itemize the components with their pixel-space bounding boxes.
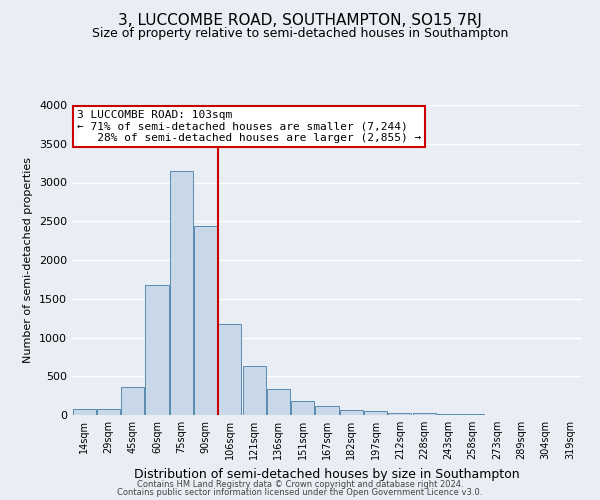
Bar (73, 409, 95, 415)
Bar (170, 171, 193, 415)
Bar (316, 406, 338, 415)
Bar (121, 387, 144, 415)
Bar (194, 226, 217, 415)
Bar (267, 390, 290, 415)
X-axis label: Distribution of semi-detached houses by size in Southampton: Distribution of semi-detached houses by … (134, 468, 520, 480)
Bar (340, 410, 363, 415)
Bar (413, 414, 436, 415)
Bar (145, 285, 169, 415)
Bar (364, 411, 387, 415)
Bar (388, 412, 412, 415)
Bar (291, 400, 314, 415)
Text: 3, LUCCOMBE ROAD, SOUTHAMPTON, SO15 7RJ: 3, LUCCOMBE ROAD, SOUTHAMPTON, SO15 7RJ (118, 12, 482, 28)
Bar (97, 409, 120, 415)
Text: Contains HM Land Registry data © Crown copyright and database right 2024.: Contains HM Land Registry data © Crown c… (137, 480, 463, 489)
Bar (218, 324, 241, 415)
Bar (437, 414, 460, 415)
Bar (242, 366, 266, 415)
Text: Size of property relative to semi-detached houses in Southampton: Size of property relative to semi-detach… (92, 28, 508, 40)
Text: 3 LUCCOMBE ROAD: 103sqm
← 71% of semi-detached houses are smaller (7,244)
   28%: 3 LUCCOMBE ROAD: 103sqm ← 71% of semi-de… (77, 110, 421, 143)
Bar (461, 414, 484, 415)
Text: Contains public sector information licensed under the Open Government Licence v3: Contains public sector information licen… (118, 488, 482, 497)
Y-axis label: Number of semi-detached properties: Number of semi-detached properties (23, 157, 34, 363)
